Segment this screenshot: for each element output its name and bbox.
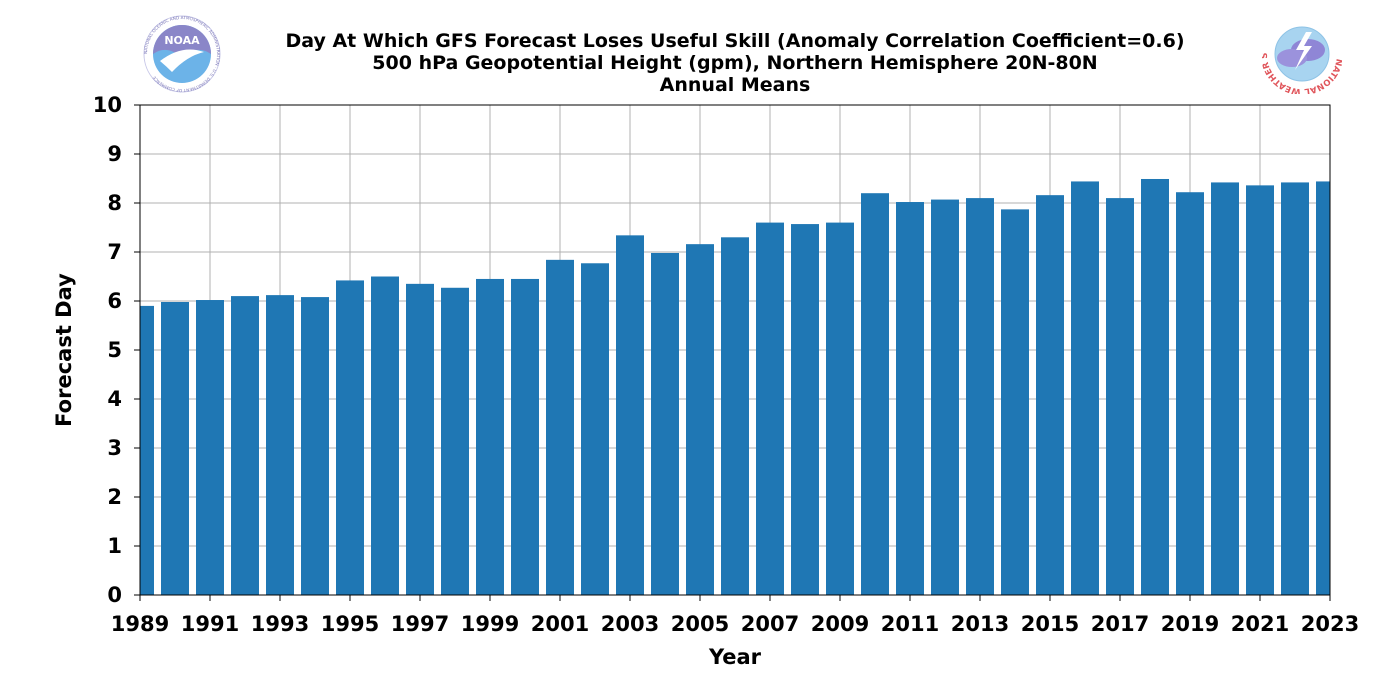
x-tick-label: 2023: [1301, 612, 1359, 636]
y-tick-label: 4: [107, 387, 122, 411]
x-tick-label: 2015: [1021, 612, 1079, 636]
bar-1995: [336, 280, 364, 595]
y-tick-label: 7: [107, 240, 122, 264]
bar-2003: [616, 235, 644, 595]
x-tick-label: 2017: [1091, 612, 1149, 636]
bar-2023: [1316, 181, 1330, 595]
x-tick-label: 2021: [1231, 612, 1289, 636]
x-tick-label: 1989: [111, 612, 169, 636]
bar-2002: [581, 263, 609, 595]
y-tick-label: 6: [107, 289, 122, 313]
x-tick-label: 2009: [811, 612, 869, 636]
bar-2019: [1176, 192, 1204, 595]
bar-2018: [1141, 178, 1169, 596]
x-tick-label: 1993: [251, 612, 309, 636]
bar-2008: [791, 224, 819, 595]
bar-2020: [1211, 182, 1239, 596]
bar-1991: [196, 300, 224, 595]
bar-1989: [140, 305, 154, 595]
bar-2001: [546, 259, 574, 595]
y-tick-label: 5: [107, 338, 122, 362]
x-tick-label: 1997: [391, 612, 449, 636]
bar-2011: [896, 202, 924, 595]
y-tick-label: 8: [107, 191, 122, 215]
x-tick-label: 2003: [601, 612, 659, 636]
bar-2000: [511, 278, 539, 595]
bar-2005: [686, 244, 714, 595]
bar-1992: [231, 296, 259, 595]
noaa-logo: NOAA NATIONAL OCEANIC AND ATMOSPHERIC AD…: [143, 15, 221, 93]
y-tick-label: 1: [107, 534, 122, 558]
bar-2014: [1001, 209, 1029, 595]
y-tick-label: 10: [93, 93, 122, 117]
bar-1990: [161, 301, 189, 595]
x-tick-label: 2005: [671, 612, 729, 636]
chart-subtitle-2: Annual Means: [659, 74, 811, 96]
bar-2012: [931, 199, 959, 595]
bar-2016: [1071, 181, 1099, 595]
x-tick-label: 2011: [881, 612, 939, 636]
bar-2013: [966, 198, 994, 595]
x-tick-label: 2007: [741, 612, 799, 636]
bar-2006: [721, 237, 749, 596]
x-tick-label: 2019: [1161, 612, 1219, 636]
bar-1996: [371, 276, 399, 595]
bar-2010: [861, 193, 889, 595]
chart-title: Day At Which GFS Forecast Loses Useful S…: [285, 30, 1185, 52]
y-tick-label: 9: [107, 142, 122, 166]
y-axis-ticks: 0 1 2 3 4 5 6 7 8 9 10: [93, 93, 140, 607]
chart-subtitle: 500 hPa Geopotential Height (gpm), North…: [372, 52, 1098, 74]
bar-1993: [266, 295, 294, 595]
bar-2007: [756, 222, 784, 595]
y-tick-label: 0: [107, 583, 122, 607]
bar-1997: [406, 283, 434, 595]
bar-1998: [441, 287, 469, 595]
bar-2015: [1036, 195, 1064, 595]
bar-2022: [1281, 182, 1309, 596]
x-tick-label: 1999: [461, 612, 519, 636]
bar-2021: [1246, 185, 1274, 596]
x-tick-label: 2013: [951, 612, 1009, 636]
x-tick-label: 1991: [181, 612, 239, 636]
x-axis-ticks: 1989 1991 1993 1995 1997 1999 2001 2003 2005 2007…: [111, 595, 1359, 636]
bar-1994: [301, 297, 329, 595]
bar-1999: [476, 278, 504, 595]
y-tick-label: 2: [107, 485, 122, 509]
bar-2009: [826, 222, 854, 595]
x-tick-label: 2001: [531, 612, 589, 636]
x-tick-label: 1995: [321, 612, 379, 636]
x-axis-label: Year: [708, 645, 762, 669]
noaa-logo-text: NOAA: [164, 34, 200, 47]
y-axis-label: Forecast Day: [52, 273, 76, 427]
bar-2017: [1106, 198, 1134, 595]
bar-2004: [651, 252, 679, 596]
nws-logo: NATIONAL WEATHER SERVICE: [1262, 14, 1342, 94]
bar-series: [140, 178, 1330, 596]
y-tick-label: 3: [107, 436, 122, 460]
